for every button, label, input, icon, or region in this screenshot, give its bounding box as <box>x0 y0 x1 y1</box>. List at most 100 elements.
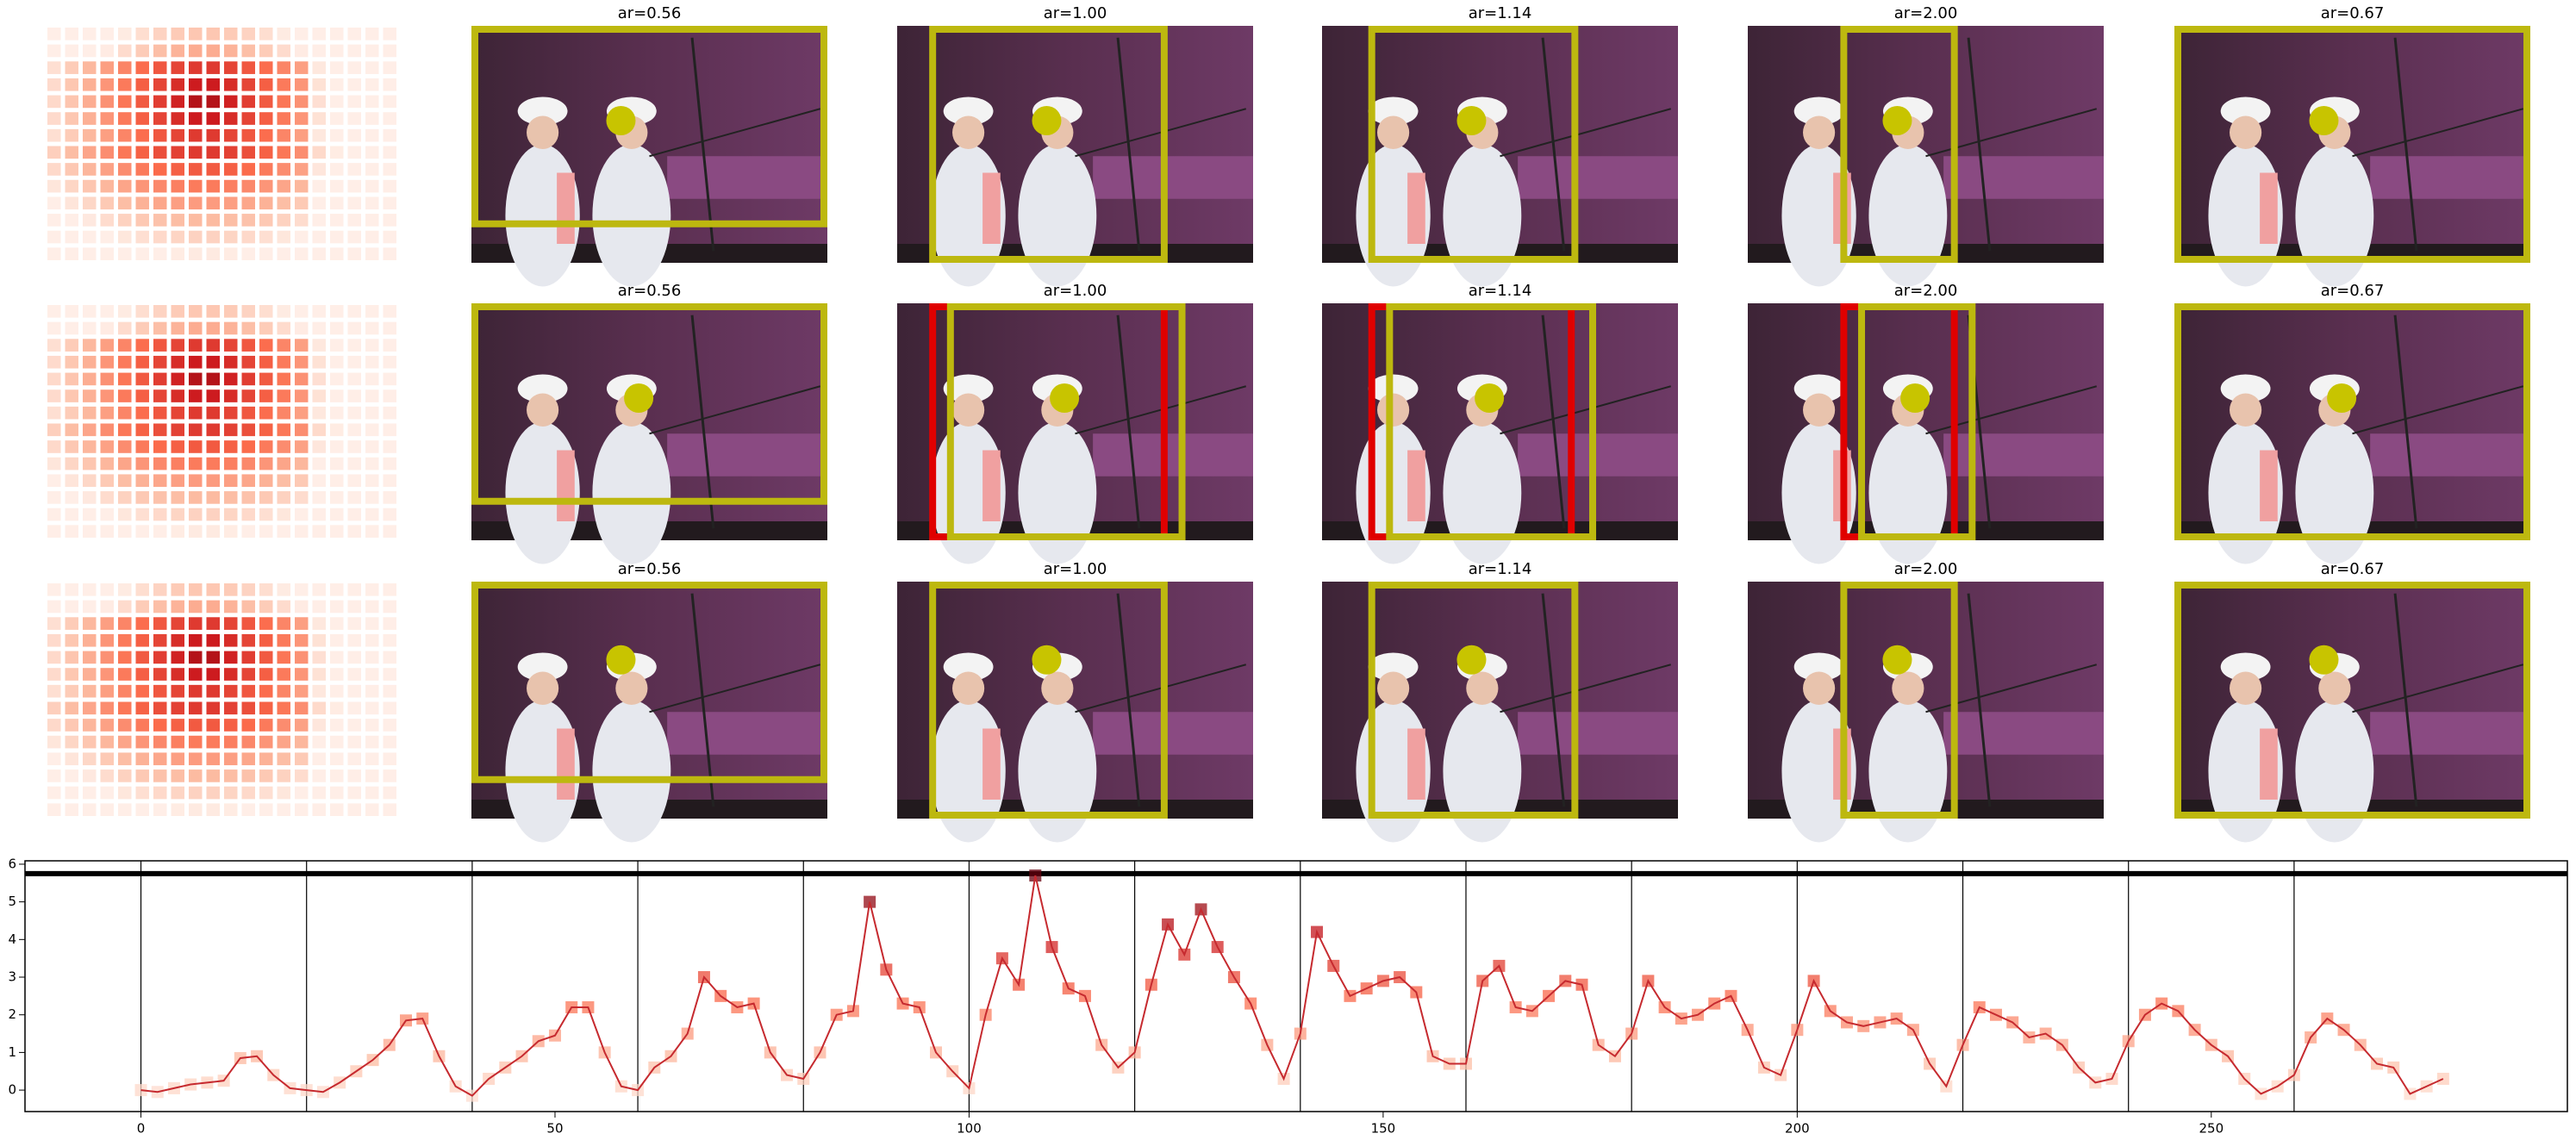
heatmap-cell <box>83 491 97 504</box>
heatmap-cell <box>65 372 78 386</box>
attention-point <box>606 645 636 675</box>
heatmap-cell <box>277 457 290 470</box>
heatmap-cell <box>312 752 326 766</box>
heatmap-cell <box>365 719 379 732</box>
heatmap-cell <box>259 305 273 318</box>
heatmap-cell <box>100 651 114 664</box>
heatmap-cell <box>241 28 255 40</box>
heatmap-cell <box>135 389 149 402</box>
heatmap-cell <box>83 651 97 664</box>
heatmap-cell <box>277 95 290 109</box>
heatmap-cell <box>47 61 61 74</box>
photo-patch <box>982 450 1001 521</box>
heatmap-cell <box>153 491 167 504</box>
crop-box <box>471 303 827 505</box>
heatmap-cell <box>365 61 379 74</box>
heatmap-cell <box>65 668 78 681</box>
photo-patch <box>557 728 575 800</box>
heatmap-cell <box>153 406 167 420</box>
heatmap-cell <box>189 769 203 782</box>
heatmap-cell <box>241 389 255 402</box>
heatmap-cell <box>47 163 61 176</box>
attention-point <box>1882 645 1912 675</box>
heatmap-cell <box>135 305 149 318</box>
figure-hat <box>1368 97 1419 126</box>
heatmap-cell <box>365 78 379 91</box>
heatmap-cell <box>100 684 114 698</box>
figure-hat <box>943 97 994 126</box>
heatmap-cell <box>100 583 114 596</box>
heatmap-cell <box>171 28 184 40</box>
heatmap-cell <box>135 617 149 630</box>
heatmap-cell <box>83 440 97 453</box>
heatmap-cell <box>189 305 203 318</box>
heatmap-cell <box>312 78 326 91</box>
heatmap-cell <box>277 633 290 647</box>
heatmap-cell <box>330 112 344 125</box>
heatmap <box>47 305 396 538</box>
heatmap-cell <box>295 719 309 732</box>
heatmap-cell <box>189 457 203 470</box>
heatmap-cell <box>171 600 184 614</box>
heatmap-cell <box>206 786 220 800</box>
heatmap-cell <box>171 355 184 369</box>
heatmap-cell <box>365 163 379 176</box>
heatmap-cell <box>171 163 184 176</box>
heatmap-cell <box>383 457 396 470</box>
heatmap-cell <box>259 214 273 227</box>
heatmap-cell <box>206 61 220 74</box>
heatmap-cell <box>347 525 361 538</box>
heatmap-cell <box>224 600 238 614</box>
heatmap-cell <box>347 423 361 437</box>
photo-patch <box>1407 728 1425 800</box>
heatmap-cell <box>189 668 203 681</box>
crop-box <box>929 26 1168 263</box>
heatmap-cell <box>206 355 220 369</box>
heatmap-cell <box>295 803 309 816</box>
heatmap-cell <box>259 339 273 352</box>
heatmap-cell <box>383 146 396 159</box>
heatmap-cell <box>383 196 396 210</box>
heatmap-cell <box>153 701 167 715</box>
heatmap-cell <box>171 701 184 715</box>
heatmap-cell <box>100 230 114 244</box>
heatmap-cell <box>259 617 273 630</box>
heatmap-cell <box>277 305 290 318</box>
photo-patch <box>2260 450 2278 521</box>
photo-patch <box>557 172 575 244</box>
heatmap-cell <box>347 179 361 193</box>
heatmap-cell <box>224 474 238 488</box>
crop-box <box>2174 26 2530 263</box>
heatmap-cell <box>241 752 255 766</box>
heatmap-cell <box>47 491 61 504</box>
heatmap-cell <box>365 600 379 614</box>
arrow <box>2352 663 2524 713</box>
heatmap-cell <box>118 95 132 109</box>
heatmap-cell <box>259 583 273 596</box>
heatmap-cell <box>83 78 97 91</box>
heatmap-cell <box>277 28 290 40</box>
photo-patch <box>982 728 1001 800</box>
heatmap-cell <box>65 525 78 538</box>
heatmap-cell <box>118 769 132 782</box>
heatmap-cell <box>135 406 149 420</box>
heatmap-cell <box>365 179 379 193</box>
figure-hat <box>2220 97 2271 126</box>
bow <box>2393 593 2418 807</box>
heatmap-cell <box>47 668 61 681</box>
heatmap-cell <box>206 214 220 227</box>
heatmap-cell <box>347 617 361 630</box>
heatmap-cell <box>277 651 290 664</box>
heatmap-cell <box>277 769 290 782</box>
heatmap-cell <box>330 752 344 766</box>
heatmap-cell <box>312 163 326 176</box>
heatmap-cell <box>135 633 149 647</box>
heatmap-cell <box>206 112 220 125</box>
heatmap-cell <box>65 423 78 437</box>
heatmap-cell <box>330 508 344 521</box>
photo <box>2174 582 2530 843</box>
heatmap-cell <box>224 752 238 766</box>
bow <box>1116 593 1141 807</box>
heatmap-cell <box>295 355 309 369</box>
heatmap-cell <box>295 668 309 681</box>
